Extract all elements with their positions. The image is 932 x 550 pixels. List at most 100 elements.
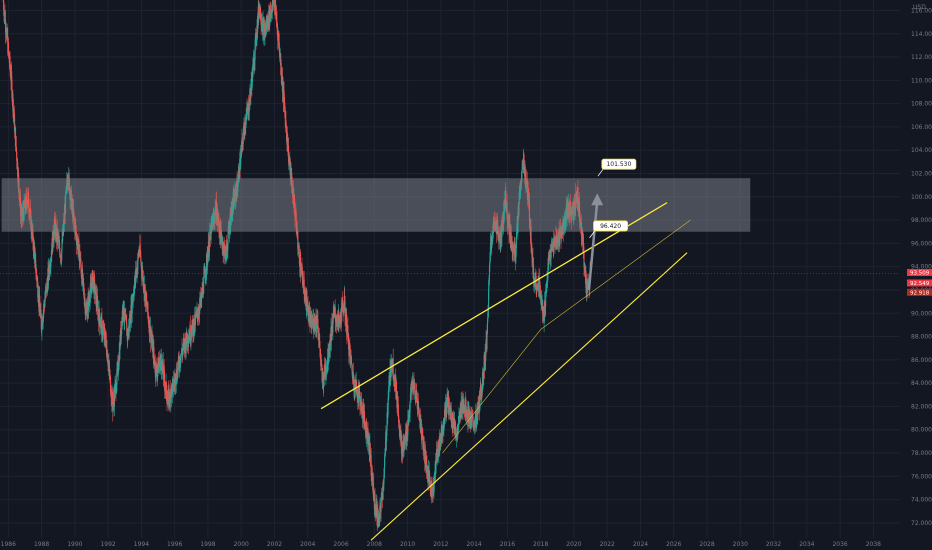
candle-body (488, 280, 490, 290)
candle-body (53, 219, 55, 229)
candle-body (438, 445, 440, 447)
candle-body (550, 251, 552, 258)
candle-body (446, 394, 448, 398)
candle-body (171, 382, 173, 395)
trendline[interactable] (370, 252, 688, 541)
candle-body (52, 230, 54, 243)
callout-box[interactable] (601, 158, 637, 170)
candle-body (148, 322, 150, 325)
candle-body (197, 316, 199, 317)
candle-body (83, 288, 85, 298)
callout-box[interactable] (593, 220, 628, 232)
x-tick-label: 2024 (633, 541, 648, 548)
candle-body (465, 399, 467, 417)
candle-body (305, 308, 307, 310)
candle-body (578, 202, 581, 221)
candle-body (207, 253, 209, 263)
candle-body (72, 208, 75, 215)
candle-body (43, 303, 45, 310)
candle-body (355, 379, 357, 390)
candle-body (132, 298, 134, 303)
candle-body (338, 320, 340, 323)
trendline[interactable] (540, 219, 691, 330)
candle-body (547, 278, 549, 280)
candle-body (323, 379, 325, 386)
candle-body (226, 247, 228, 250)
candle-body (499, 233, 501, 236)
candle-body (274, 3, 276, 14)
candle-body (172, 378, 174, 390)
candle-body (496, 221, 498, 223)
candle-body (49, 263, 51, 271)
candle-body (95, 293, 98, 304)
candle-body (292, 189, 294, 202)
candle-body (156, 371, 158, 377)
candle-body (71, 202, 73, 210)
candle-body (387, 397, 389, 399)
candle-body (546, 279, 548, 281)
candle-body (276, 27, 278, 31)
candle-body (75, 232, 77, 240)
candle-body (287, 134, 289, 152)
candle-body (78, 239, 80, 241)
candle-body (311, 320, 313, 326)
resistance-zone[interactable] (1, 178, 751, 232)
candle-body (423, 442, 425, 446)
price-axis[interactable]: 72.000 74.000 76.000 78.000 80.000 82.000 84.0… (907, 4, 932, 527)
candle-body (312, 318, 314, 331)
candle-body (353, 379, 355, 392)
candle-body (250, 79, 252, 88)
candle-body (500, 242, 502, 250)
candle-body (442, 425, 444, 434)
candle-body (226, 244, 228, 250)
candle-body (500, 231, 502, 243)
candle-body (203, 276, 205, 294)
trendline[interactable] (320, 202, 668, 410)
candle-body (108, 362, 110, 370)
candle-body (26, 196, 28, 204)
candle-body (213, 216, 215, 220)
candle-body (198, 312, 200, 317)
candle-body (263, 25, 265, 28)
candle-body (489, 255, 491, 262)
candle-body (418, 407, 420, 420)
candle-body (222, 250, 225, 254)
y-tick-label: 82.000 (911, 403, 932, 410)
candle-body (198, 305, 201, 315)
candle-body (362, 415, 364, 419)
candle-body (183, 342, 185, 343)
candle-body (279, 50, 281, 58)
candle-body (571, 209, 573, 217)
candle-body (556, 243, 558, 246)
candle-body (61, 248, 63, 261)
candle-body (481, 393, 483, 395)
candle-body (287, 151, 289, 152)
candle-body (319, 348, 321, 357)
candle-body (69, 190, 71, 201)
candle-body (166, 400, 168, 405)
candle-body (317, 334, 320, 340)
candle-body (304, 296, 306, 301)
candle-body (76, 241, 78, 246)
candle-body (297, 244, 299, 246)
x-tick-label: 1986 (1, 541, 16, 548)
candle-body (251, 69, 253, 88)
candle-body (553, 239, 555, 252)
candle-body (101, 320, 103, 336)
candle-body (193, 331, 195, 336)
candle-body (379, 505, 381, 511)
candle-body (174, 378, 176, 385)
candle-body (196, 312, 198, 314)
candle-body (274, 11, 277, 14)
candle-body (40, 310, 42, 319)
candle-body (253, 58, 255, 70)
candle-body (139, 243, 141, 254)
candle-body (576, 192, 578, 194)
candle-body (298, 245, 300, 255)
candle-body (409, 401, 411, 412)
trendline[interactable] (442, 329, 541, 454)
candle-body (346, 328, 348, 336)
time-axis[interactable]: 1986 1988 1990 1992 1994 1996 1998 2000 2002 2004… (1, 541, 882, 548)
